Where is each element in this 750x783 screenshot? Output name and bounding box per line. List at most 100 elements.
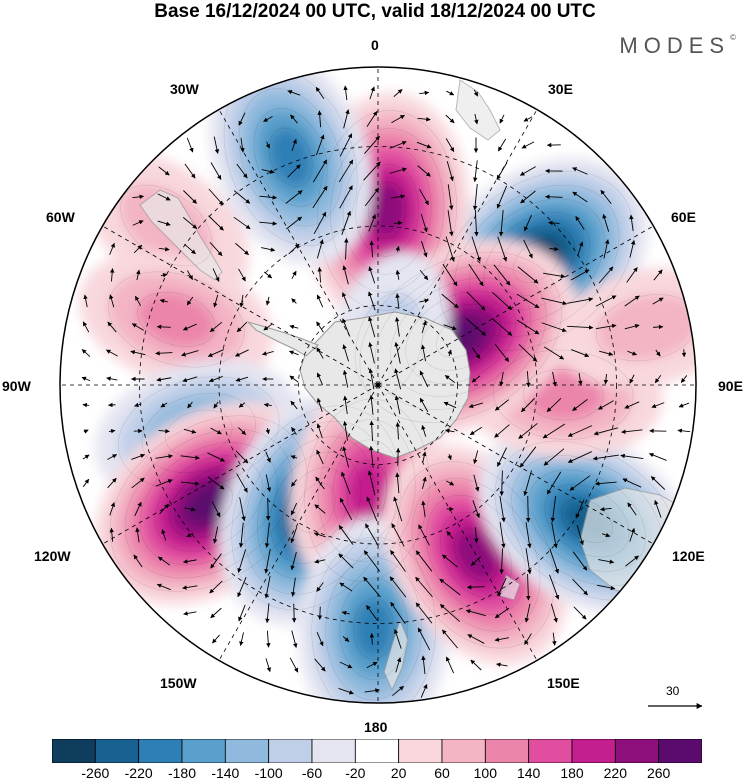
lat-lon-grid <box>60 67 696 703</box>
meridian-line <box>377 384 538 661</box>
wind-arrow <box>133 554 143 568</box>
wind-arrow <box>239 294 244 308</box>
wind-arrow <box>492 291 512 311</box>
wind-arrow <box>291 138 297 151</box>
anomaly-contour <box>253 108 328 207</box>
anomaly-contour <box>169 468 248 539</box>
wind-arrow <box>496 185 508 209</box>
wind-arrow <box>466 318 486 336</box>
wind-arrow <box>210 427 222 435</box>
wind-arrow <box>213 136 220 154</box>
wind-arrow <box>519 166 536 176</box>
wind-arrow <box>446 90 455 96</box>
anomaly-contour <box>493 349 634 440</box>
anomaly-ring <box>454 528 498 581</box>
anomaly-contour <box>346 459 388 522</box>
wind-arrow <box>108 402 116 408</box>
wind-arrow <box>265 603 270 624</box>
wind-arrow <box>572 191 588 203</box>
wind-arrow <box>415 576 433 598</box>
anomaly-contour <box>561 498 613 543</box>
colorbar-swatch <box>138 739 183 763</box>
wind-arrow <box>259 221 278 226</box>
wind-arrow <box>265 428 270 435</box>
wind-arrow <box>240 137 245 153</box>
wind-arrow <box>157 193 171 201</box>
wind-arrow <box>525 495 531 523</box>
wind-arrow <box>237 577 247 598</box>
wind-arrow <box>234 349 249 357</box>
wind-arrow <box>466 584 485 590</box>
wind-arrow <box>523 239 533 259</box>
wind-arrow <box>497 447 507 467</box>
wind-arrow <box>491 318 513 336</box>
wind-arrow <box>157 220 171 226</box>
wind-arrow <box>602 213 610 232</box>
wind-arrow <box>395 269 401 280</box>
colorbar-swatch <box>571 739 616 763</box>
wind-arrow <box>593 427 619 436</box>
lon-label-150e: 150E <box>547 675 580 691</box>
wind-arrow <box>395 245 400 252</box>
wind-arrow <box>521 397 535 413</box>
wind-arrow <box>265 497 271 521</box>
wind-arrow <box>624 295 640 307</box>
colorbar-tick-label: 100 <box>473 765 498 781</box>
wind-arrow <box>418 524 430 546</box>
wind-arrow <box>578 373 583 386</box>
lon-label-150w: 150W <box>160 675 197 691</box>
wind-arrow <box>394 316 400 337</box>
wind-arrow <box>368 342 375 364</box>
wind-arrow <box>524 633 532 645</box>
wind-arrow <box>422 476 427 490</box>
colorbar-tick-label: -100 <box>254 765 283 781</box>
wind-arrow <box>364 135 380 155</box>
wind-arrow <box>625 555 639 567</box>
wind-arrow <box>520 190 536 204</box>
colorbar-swatch <box>614 739 660 763</box>
wind-arrow <box>364 187 380 207</box>
anomaly-ring <box>184 482 233 525</box>
wind-arrow <box>235 242 249 256</box>
wind-arrow <box>419 397 429 413</box>
wind-arrow <box>264 575 271 599</box>
copyright-mark: © <box>730 33 736 42</box>
wind-arrow <box>130 350 146 356</box>
wind-arrow <box>368 368 375 390</box>
wind-arrow <box>341 292 350 310</box>
wind-arrow <box>497 236 508 262</box>
meridian-line <box>102 225 379 386</box>
anomaly-contour <box>368 182 407 239</box>
anomaly-contour <box>268 127 313 187</box>
anomaly-ring <box>137 292 216 347</box>
wind-arrow <box>106 376 118 381</box>
wind-arrow <box>264 548 271 574</box>
wind-arrow <box>421 500 426 518</box>
wind-arrow <box>289 375 299 383</box>
wind-arrow <box>439 578 461 596</box>
wind-arrow <box>366 111 378 127</box>
wind-arrow <box>183 611 197 616</box>
wind-arrow <box>525 522 532 549</box>
wind-arrow <box>288 350 299 356</box>
wind-arrow <box>496 662 508 667</box>
wind-arrow <box>417 117 431 122</box>
wind-arrow <box>263 116 273 122</box>
wind-arrow <box>109 502 116 516</box>
colorbar-swatch <box>398 739 443 763</box>
wind-arrow <box>182 376 198 383</box>
wind-arrow <box>443 324 457 331</box>
wind-arrow <box>525 548 532 575</box>
wind-arrow <box>389 141 407 149</box>
wind-arrow <box>316 631 324 647</box>
wind-arrow <box>314 658 326 672</box>
brand-logo: MODES© <box>619 33 736 59</box>
wind-arrow <box>524 214 532 232</box>
wind-arrow <box>342 265 349 285</box>
wind-arrow <box>155 479 173 487</box>
anomaly-ring <box>596 294 696 361</box>
wind-arrow <box>368 291 376 311</box>
wind-arrow <box>134 501 142 517</box>
wind-arrow <box>265 474 272 493</box>
wind-arrow <box>261 169 275 174</box>
